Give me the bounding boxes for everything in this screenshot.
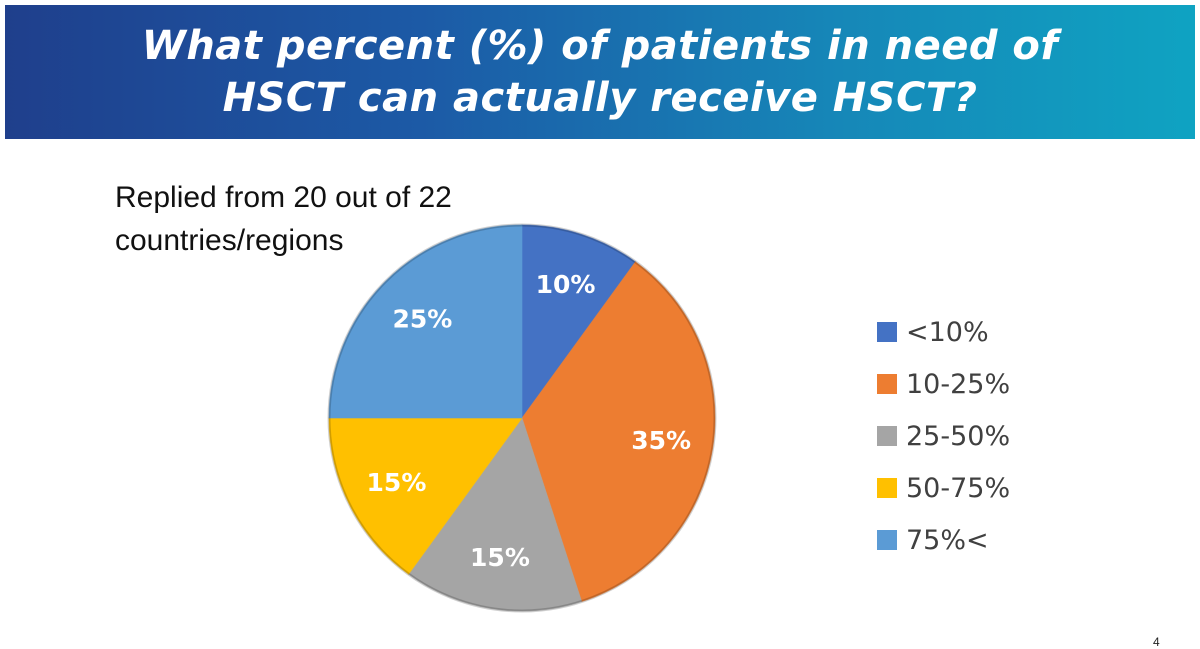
legend-label: <10% [906,316,989,348]
data-label-25-50: 15% [470,543,530,572]
response-note: Replied from 20 out of 22 countries/regi… [115,181,452,257]
legend-label: 10-25% [906,368,1011,400]
pie-slice-75 [328,224,523,419]
pie-slice-50-75 [328,417,523,575]
title-banner: What percent (%) of patients in need of … [5,5,1195,139]
pie-slice-10 [521,224,637,420]
pie-slice-25-50 [407,416,583,612]
legend-label: 25-50% [906,420,1011,452]
legend-label: 75%< [906,524,989,556]
legend-item-10: <10% [877,306,1010,358]
chart-legend: <10% 10-25% 25-50% 50-75% 75%< [877,306,1010,566]
legend-item-25-50: 25-50% [877,410,1010,462]
legend-label: 50-75% [906,472,1011,504]
pie-outline [327,223,717,613]
legend-swatch [877,426,897,446]
legend-swatch [877,530,897,550]
legend-item-75: 75%< [877,514,1010,566]
data-label-10-25: 35% [631,426,691,455]
page-number: 4 [1153,635,1160,649]
legend-item-50-75: 50-75% [877,462,1010,514]
data-label-75: 25% [392,304,452,333]
legend-swatch [877,374,897,394]
slide-title: What percent (%) of patients in need of … [141,23,1059,121]
data-label-50-75: 15% [367,468,427,497]
legend-item-10-25: 10-25% [877,358,1010,410]
legend-swatch [877,478,897,498]
pie-slice-10-25 [521,261,716,603]
legend-swatch [877,322,897,342]
data-label-10: 10% [536,270,596,299]
